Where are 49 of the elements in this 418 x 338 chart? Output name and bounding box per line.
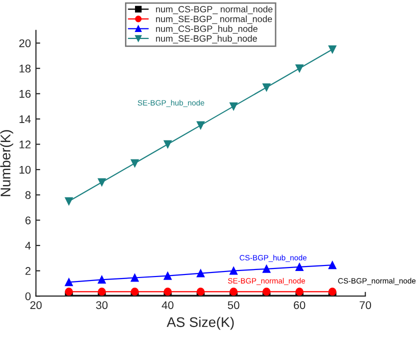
legend-label: num_SE-BGP_hub_node — [156, 35, 257, 44]
y-axis-title: Number(K) — [0, 130, 14, 196]
point — [262, 288, 271, 296]
y-tick-label: 8 — [25, 191, 31, 200]
point — [262, 83, 271, 92]
point — [196, 269, 205, 278]
y-tick-label: 2 — [25, 267, 31, 275]
point — [64, 278, 73, 286]
y-tick-label: 16 — [20, 90, 31, 98]
point — [328, 261, 336, 270]
point — [230, 288, 238, 296]
point — [98, 178, 106, 186]
point — [98, 276, 106, 284]
point — [164, 288, 172, 296]
point — [295, 288, 304, 296]
y-tick-label: 4 — [25, 242, 31, 250]
point — [262, 264, 271, 273]
point — [230, 266, 238, 275]
y-tick-label: 18 — [20, 64, 31, 73]
x-tick-label: 30 — [96, 301, 108, 310]
point — [164, 272, 172, 280]
point — [295, 64, 304, 72]
legend-label: num_CS-BGP_hub_node — [156, 25, 258, 34]
point — [64, 288, 73, 296]
x-tick-label: 70 — [360, 301, 372, 310]
y-tick-label: 10 — [20, 166, 31, 174]
point — [130, 159, 139, 168]
point — [196, 121, 205, 130]
y-tick-label: 14 — [20, 115, 31, 123]
y-tick-label: 0 — [25, 292, 31, 300]
point — [98, 288, 106, 296]
y-tick-label: 12 — [20, 140, 31, 148]
y-tick-label: 20 — [19, 39, 31, 48]
point — [130, 288, 139, 296]
point — [196, 288, 205, 296]
point — [64, 197, 73, 206]
y-tick-label: 6 — [25, 216, 31, 224]
legend-label: num_SE-BGP_ normal_node — [156, 16, 272, 24]
x-axis-title: AS Size(K) — [166, 316, 234, 330]
legend-label: num_CS-BGP_ normal_node — [156, 6, 272, 14]
point — [164, 140, 172, 148]
x-tick-label: 60 — [294, 301, 306, 310]
point — [328, 288, 336, 296]
x-tick-label: 40 — [162, 301, 174, 310]
point — [130, 274, 139, 282]
point — [230, 102, 238, 110]
point — [328, 45, 336, 54]
x-tick-label: 50 — [228, 301, 240, 310]
point — [295, 263, 304, 271]
